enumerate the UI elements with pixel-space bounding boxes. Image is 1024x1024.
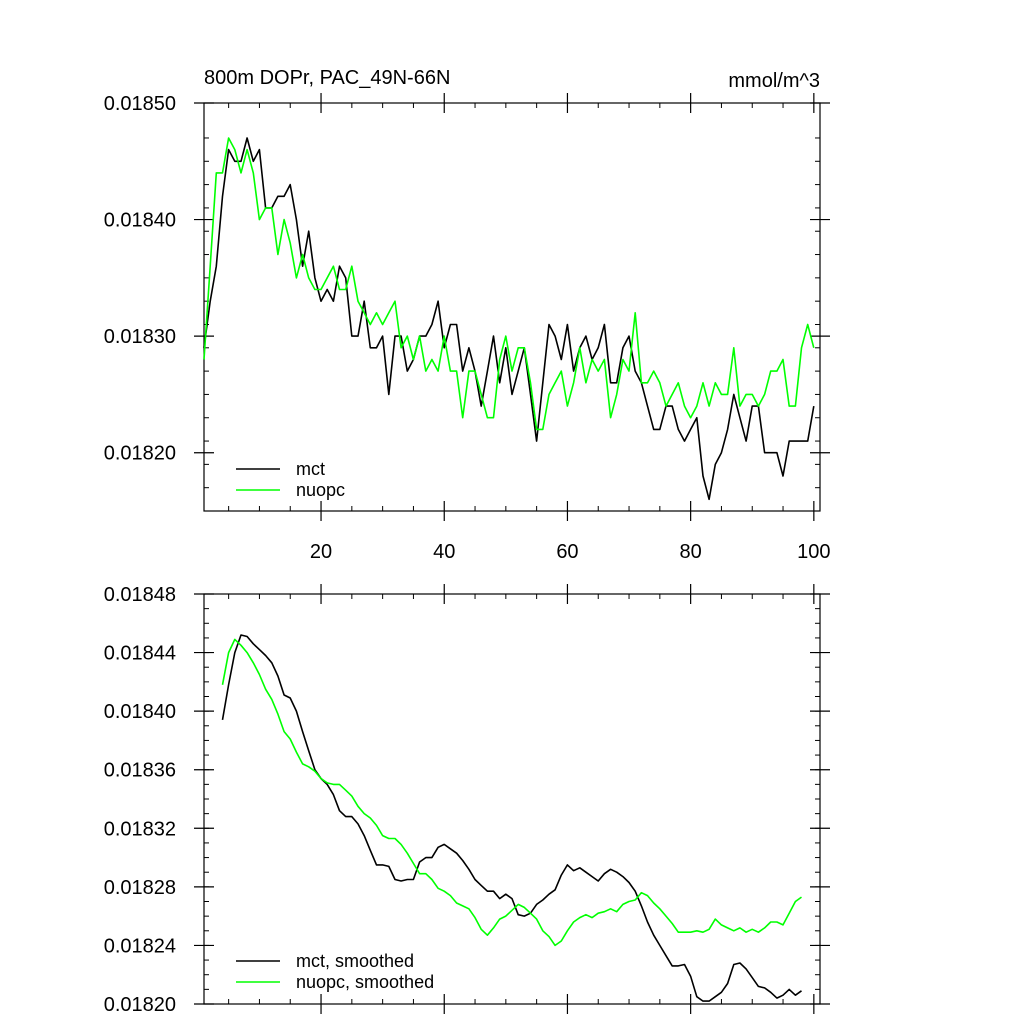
y-tick-label: 0.01840 [104,701,176,723]
y-tick-label: 0.01844 [104,643,176,665]
y-tick-label: 0.01830 [104,326,176,348]
legend-label: nuopc [296,480,345,500]
x-tick-label: 80 [680,541,702,563]
top-series-group [203,137,815,501]
legend-label: nuopc, smoothed [296,972,434,992]
series-line-nuopc [203,137,815,431]
top-chart-units: mmol/m^3 [728,70,820,92]
top-y-tick-labels: 0.01820 0.01830 0.01840 0.01850 [104,93,176,465]
y-tick-label: 0.01848 [104,584,176,606]
x-tick-label: 20 [310,541,332,563]
series-line-mct [203,137,815,501]
series-line-nuopc-smoothed [221,638,802,947]
series-line-mct-smoothed [221,634,802,1002]
y-tick-label: 0.01820 [104,994,176,1016]
y-tick-label: 0.01840 [104,210,176,232]
bottom-y-tick-labels: 0.01820 0.01824 0.01828 0.01832 0.01836 0.018… [104,584,176,1016]
y-tick-label: 0.01832 [104,818,176,840]
y-tick-label: 0.01836 [104,760,176,782]
bottom-panel: 0.01820 0.01824 0.01828 0.01832 0.01836 0.018… [104,584,830,1016]
top-chart-title: 800m DOPr, PAC_49N-66N [204,67,450,89]
top-panel: 800m DOPr, PAC_49N-66N mmol/m^3 0.018200… [104,67,831,563]
top-x-tick-labels: 20 40 60 80 100 [310,541,831,563]
y-tick-label: 0.01828 [104,877,176,899]
x-tick-label: 100 [797,541,830,563]
top-axis-ticks [194,93,830,521]
x-tick-label: 60 [556,541,578,563]
top-plot-frame [203,102,821,512]
bottom-series-group [221,634,802,1002]
bottom-plot-frame [203,593,821,1005]
legend-label: mct [296,459,325,479]
x-tick-label: 40 [433,541,455,563]
y-tick-label: 0.01824 [104,935,176,957]
legend-label: mct, smoothed [296,951,414,971]
y-tick-label: 0.01820 [104,443,176,465]
bottom-axis-ticks [194,584,830,1014]
y-tick-label: 0.01850 [104,93,176,115]
